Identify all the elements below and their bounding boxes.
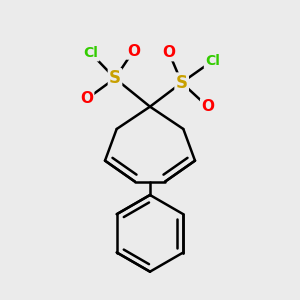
Text: O: O: [127, 44, 140, 59]
Text: Cl: Cl: [84, 46, 98, 60]
Text: S: S: [176, 74, 188, 92]
Text: O: O: [201, 99, 214, 114]
Text: Cl: Cl: [205, 54, 220, 68]
Text: S: S: [109, 69, 121, 87]
Text: O: O: [80, 92, 93, 106]
Text: O: O: [163, 45, 176, 60]
